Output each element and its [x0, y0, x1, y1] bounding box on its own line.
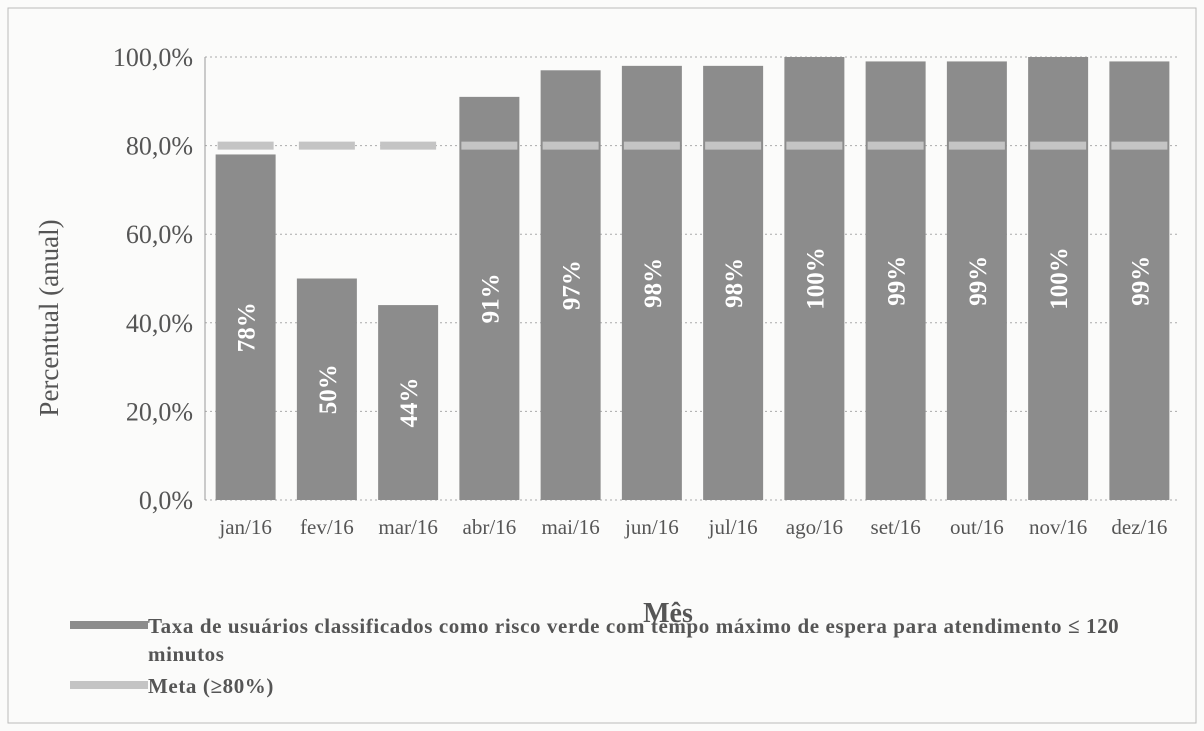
x-tick-label: ago/16 [786, 515, 843, 539]
data-label: 98% [721, 258, 748, 308]
data-label: 98% [640, 258, 667, 308]
bar [459, 96, 520, 501]
data-label: 100% [802, 247, 829, 310]
x-tick-label: jul/16 [708, 515, 758, 539]
y-tick-label: 60,0% [126, 220, 193, 249]
bar [378, 305, 439, 500]
x-tick-label: set/16 [871, 515, 921, 539]
legend: Taxa de usuários classificados como risc… [70, 612, 1170, 704]
bar [865, 61, 926, 501]
bar [946, 61, 1007, 501]
data-label: 50% [315, 364, 342, 414]
x-axis-title: Mês [643, 598, 693, 629]
data-label: 44% [396, 378, 423, 428]
x-tick-label: jan/16 [218, 515, 272, 539]
data-label: 78% [234, 302, 261, 352]
data-label: 100% [1046, 247, 1073, 310]
legend-swatch [70, 621, 148, 629]
legend-swatch [70, 681, 148, 689]
y-tick-label: 20,0% [126, 397, 193, 426]
bar [215, 154, 276, 500]
x-tick-label: mai/16 [541, 515, 599, 539]
data-label: 97% [559, 260, 586, 310]
x-tick-label: fev/16 [300, 515, 354, 539]
frame [7, 7, 1197, 724]
y-tick-label: 0,0% [139, 486, 193, 515]
x-tick-label: out/16 [950, 515, 1004, 539]
x-tick-label: jun/16 [624, 515, 679, 539]
y-axis-title: Percentual (anual) [34, 219, 64, 416]
x-tick-label: mar/16 [378, 515, 437, 539]
bar [1028, 57, 1089, 500]
data-label: 91% [477, 273, 504, 323]
bar [784, 57, 845, 500]
legend-label: Meta (≥80%) [148, 674, 274, 698]
bar [621, 65, 682, 501]
y-tick-label: 40,0% [126, 309, 193, 338]
bar [296, 278, 357, 500]
x-tick-label: dez/16 [1111, 515, 1167, 539]
data-label: 99% [884, 256, 911, 306]
bar [1109, 61, 1170, 501]
y-tick-label: 80,0% [126, 132, 193, 161]
legend-label: Taxa de usuários classificados como risc… [148, 614, 1120, 666]
x-tick-label: nov/16 [1029, 515, 1087, 539]
y-tick-label: 100,0% [113, 43, 193, 72]
legend-item: Meta (≥80%) [70, 672, 1170, 700]
x-tick-label: abr/16 [463, 515, 517, 539]
data-label: 99% [965, 256, 992, 306]
bar [703, 65, 764, 501]
data-label: 99% [1127, 256, 1154, 306]
legend-item: Taxa de usuários classificados como risc… [70, 612, 1170, 668]
